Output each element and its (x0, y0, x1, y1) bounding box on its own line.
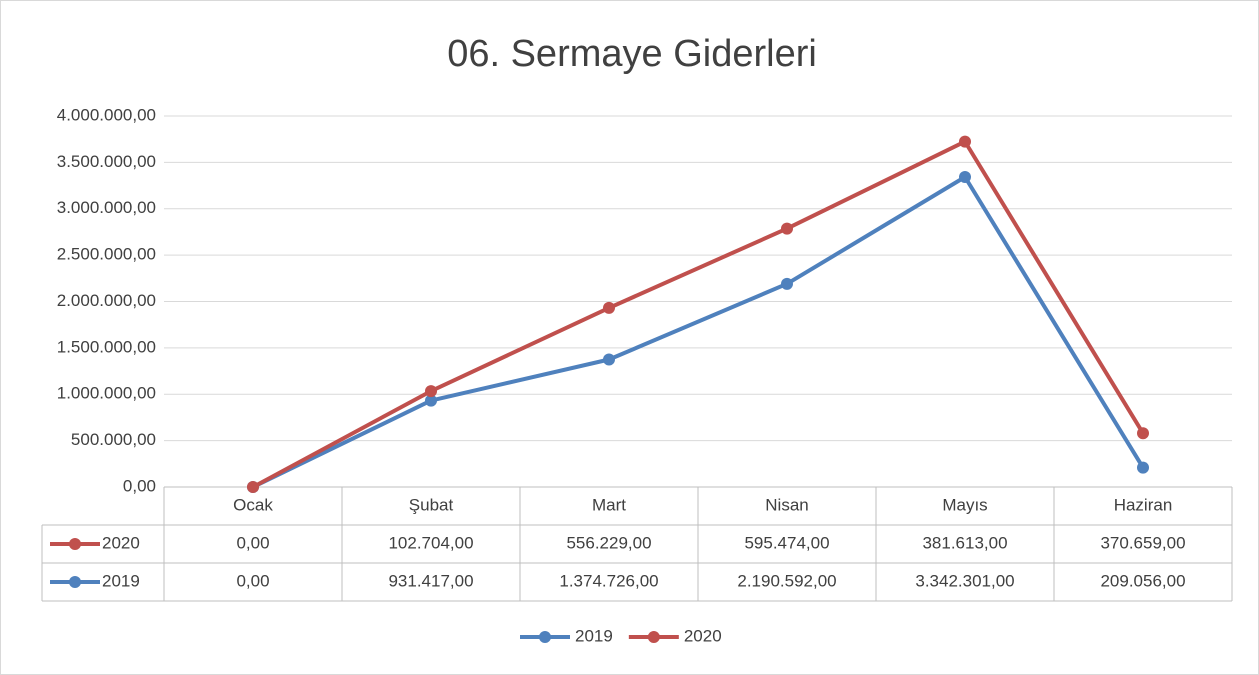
legend-marker (647, 631, 660, 643)
table-value: 1.374.726,00 (559, 571, 658, 590)
table-value: 556.229,00 (566, 533, 651, 552)
legend-marker (539, 631, 551, 643)
chart-title: 06. Sermaye Giderleri (447, 33, 817, 75)
y-tick-label: 1.000.000,00 (57, 384, 156, 403)
point (1137, 427, 1149, 440)
table-series-name: 2019 (102, 571, 140, 590)
x-tick-label: Mart (592, 495, 626, 514)
point (781, 277, 793, 290)
table-series-name: 2020 (102, 533, 140, 552)
table-value: 595.474,00 (744, 533, 829, 552)
y-tick-label: 500.000,00 (71, 430, 156, 449)
table-value: 209.056,00 (1100, 571, 1185, 590)
table-value: 931.417,00 (388, 571, 473, 590)
y-tick-label: 3.000.000,00 (57, 198, 156, 217)
x-tick-label: Nisan (765, 495, 808, 514)
y-tick-label: 3.500.000,00 (57, 152, 156, 171)
series-line (252, 175, 1145, 489)
x-tick-label: Mayıs (942, 495, 987, 514)
point (1137, 461, 1149, 474)
point (603, 301, 615, 314)
table-value: 0,00 (236, 533, 269, 552)
y-tick-label: 2.000.000,00 (57, 291, 156, 310)
table-value: 381.613,00 (922, 533, 1007, 552)
table-value: 0,00 (236, 571, 269, 590)
series-line (252, 139, 1145, 489)
table-value: 370.659,00 (1100, 533, 1185, 552)
x-tick-label: Ocak (233, 495, 273, 514)
table-value: 2.190.592,00 (737, 571, 836, 590)
table-value: 3.342.301,00 (915, 571, 1014, 590)
point (425, 385, 437, 398)
legend-label: 2020 (684, 626, 722, 645)
point (959, 171, 971, 184)
table-value: 102.704,00 (388, 533, 473, 552)
y-tick-label: 0,00 (123, 476, 156, 495)
x-tick-label: Şubat (409, 495, 454, 514)
y-tick-label: 1.500.000,00 (57, 337, 156, 356)
legend-marker (69, 576, 81, 588)
y-tick-label: 4.000.000,00 (57, 105, 156, 124)
legend-label: 2019 (575, 626, 613, 645)
legend-marker (69, 538, 81, 550)
point (603, 353, 615, 366)
point (247, 481, 259, 493)
y-tick-label: 2.500.000,00 (57, 245, 156, 264)
point (425, 394, 437, 407)
x-tick-label: Haziran (1114, 495, 1173, 514)
point (781, 222, 793, 235)
point (959, 135, 971, 148)
